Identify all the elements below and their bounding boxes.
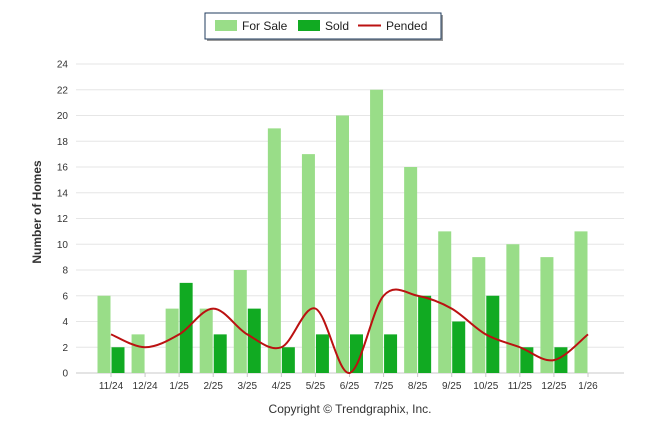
- for-sale-bar: [267, 128, 281, 373]
- legend-label-sold: Sold: [325, 19, 349, 33]
- for-sale-bar: [506, 244, 520, 373]
- for-sale-bar: [472, 257, 486, 373]
- x-tick-label: 12/24: [133, 381, 158, 392]
- y-axis-title: Number of Homes: [30, 160, 44, 264]
- sold-bar: [486, 295, 500, 373]
- x-tick-label: 11/25: [508, 381, 533, 392]
- x-tick-label: 4/25: [272, 381, 292, 392]
- y-tick-label: 2: [62, 343, 68, 354]
- for-sale-bar: [301, 154, 315, 373]
- sold-bar: [281, 347, 295, 373]
- sold-bar: [247, 308, 261, 373]
- pended-line-layer: [110, 288, 589, 374]
- sold-bar: [520, 347, 534, 373]
- y-tick-label: 14: [57, 188, 69, 199]
- y-tick-label: 6: [62, 291, 68, 302]
- sold-bar: [350, 334, 363, 373]
- legend-box: [204, 12, 442, 40]
- y-tick-label: 4: [62, 317, 68, 328]
- sold-bar: [418, 295, 432, 373]
- bars: [97, 89, 588, 373]
- for-sale-bar: [438, 231, 452, 373]
- sold-bar: [554, 347, 568, 373]
- legend: For Sale Sold Pended: [204, 12, 443, 41]
- x-tick-label: 2/25: [203, 381, 223, 392]
- y-tick-label: 24: [57, 60, 69, 71]
- x-tick-label: 1/25: [169, 381, 189, 392]
- x-tick-label: 5/25: [306, 381, 326, 392]
- sold-bar: [213, 334, 227, 373]
- legend-swatch-sold: [298, 20, 320, 31]
- y-tick-label: 12: [57, 214, 69, 225]
- x-tick-label: 9/25: [442, 381, 462, 392]
- for-sale-bar: [574, 231, 588, 373]
- legend-label-for-sale: For Sale: [242, 19, 288, 33]
- x-axis-ticks: 11/24 12/24 1/25 2/25 3/25 4/25 5/25 6/25 7/25 8/…: [99, 373, 598, 392]
- x-tick-label: 1/26: [578, 381, 598, 392]
- x-tick-label: 3/25: [238, 381, 258, 392]
- copyright-text: Copyright © Trendgraphix, Inc.: [269, 402, 432, 416]
- sold-bar: [111, 347, 125, 373]
- y-tick-label: 8: [62, 266, 68, 277]
- for-sale-bar: [540, 257, 554, 373]
- for-sale-bar: [165, 308, 179, 373]
- sold-bar: [315, 334, 329, 373]
- y-tick-label: 20: [57, 111, 69, 122]
- y-tick-label: 18: [57, 137, 69, 148]
- for-sale-bar: [370, 89, 384, 373]
- y-tick-label: 10: [57, 240, 69, 251]
- x-tick-label: 7/25: [374, 381, 394, 392]
- x-tick-label: 6/25: [340, 381, 360, 392]
- legend-label-pended: Pended: [386, 19, 427, 33]
- sold-bar: [384, 334, 398, 373]
- x-tick-label: 11/24: [99, 381, 124, 392]
- for-sale-bar: [336, 115, 349, 373]
- y-tick-label: 0: [62, 369, 68, 380]
- x-tick-label: 10/25: [473, 381, 498, 392]
- legend-swatch-for-sale: [215, 20, 237, 31]
- y-tick-label: 16: [57, 163, 69, 174]
- for-sale-bar: [199, 308, 213, 373]
- for-sale-bar: [131, 334, 145, 373]
- x-tick-label: 12/25: [541, 381, 566, 392]
- for-sale-bar: [97, 295, 111, 373]
- x-tick-label: 8/25: [408, 381, 428, 392]
- y-tick-label: 22: [57, 85, 69, 96]
- for-sale-bar: [404, 167, 418, 373]
- sold-bar: [452, 321, 466, 373]
- for-sale-bar: [233, 270, 247, 373]
- pended-line: [110, 288, 589, 374]
